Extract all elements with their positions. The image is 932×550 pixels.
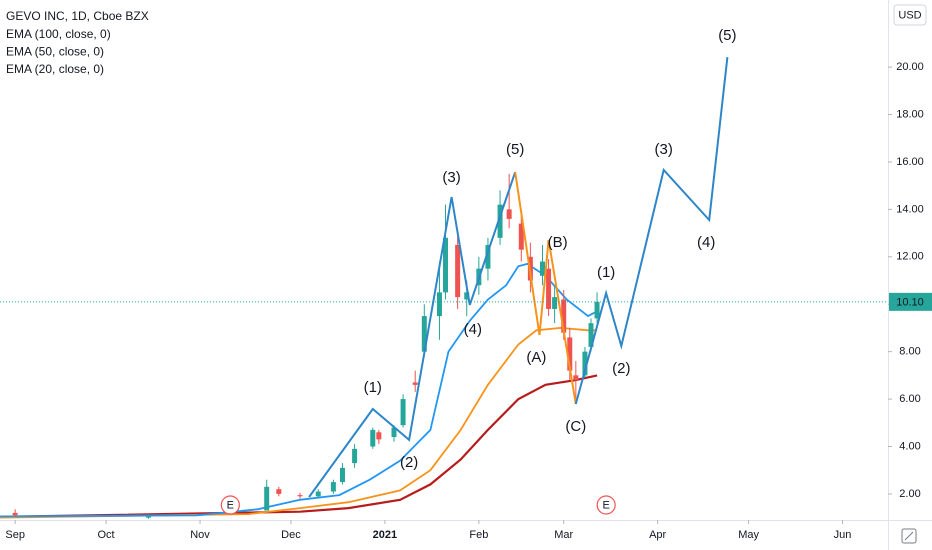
x-tick-label: Mar bbox=[554, 529, 573, 541]
earnings-marker bbox=[596, 495, 616, 515]
x-tick-label: Apr bbox=[649, 529, 666, 541]
legend-entry: EMA (50, close, 0) bbox=[6, 45, 104, 59]
x-tick-label: Feb bbox=[469, 529, 488, 541]
wave-label: (5) bbox=[506, 141, 524, 158]
candle-body bbox=[588, 323, 594, 347]
x-tick-label: 2021 bbox=[373, 529, 397, 541]
x-tick-label: Sep bbox=[5, 529, 25, 541]
plot-area: (1) (2) (3) (4) (5) (A) (B) (C) (1) (2) (3) (4) (5) E… bbox=[0, 27, 737, 519]
settings-icon[interactable] bbox=[901, 528, 917, 544]
candle-body bbox=[497, 204, 503, 238]
candle-body bbox=[436, 292, 442, 317]
chart-title: GEVO INC, 1D, Cboe BZX bbox=[6, 9, 149, 23]
wave-label: (C) bbox=[565, 418, 586, 435]
wave-label: (2) bbox=[400, 454, 418, 471]
candle-body bbox=[443, 237, 449, 293]
candle-body bbox=[146, 516, 152, 518]
earnings-marker bbox=[220, 495, 240, 515]
wave-label: (2) bbox=[612, 360, 630, 377]
wave-line bbox=[308, 171, 517, 498]
y-tick-label: 6.00 bbox=[899, 393, 920, 405]
candle-body bbox=[352, 448, 358, 464]
candle-body bbox=[421, 316, 427, 352]
candle-body bbox=[330, 482, 336, 492]
candle-body bbox=[276, 489, 282, 494]
candle-body bbox=[552, 297, 558, 309]
candle-body bbox=[376, 432, 382, 440]
earnings-label: E bbox=[227, 499, 234, 511]
candle-body bbox=[412, 382, 418, 385]
wave-label: (1) bbox=[364, 379, 382, 396]
candle-body bbox=[573, 375, 579, 381]
last-price-box bbox=[889, 292, 932, 311]
wave-label: (3) bbox=[655, 141, 673, 158]
candle-body bbox=[594, 301, 600, 319]
y-tick-label: 20.00 bbox=[896, 61, 924, 73]
candle-body bbox=[339, 467, 345, 483]
candle-body bbox=[391, 427, 397, 438]
candle-body bbox=[455, 244, 461, 298]
candle-body bbox=[506, 209, 512, 219]
candle-body bbox=[546, 268, 552, 309]
y-tick-label: 18.00 bbox=[896, 108, 924, 120]
wave-label: (A) bbox=[526, 349, 546, 366]
candle-body bbox=[297, 495, 303, 497]
y-tick-label: 8.00 bbox=[899, 346, 920, 358]
y-tick-label: 16.00 bbox=[896, 156, 924, 168]
wave-label: (4) bbox=[697, 234, 715, 251]
wave-label: (5) bbox=[718, 27, 736, 44]
candle-body bbox=[567, 337, 573, 371]
candle-body bbox=[370, 429, 376, 447]
candle-body bbox=[539, 261, 545, 276]
x-tick-label: Jun bbox=[834, 529, 852, 541]
wave-line bbox=[574, 56, 729, 405]
earnings-label: E bbox=[602, 499, 609, 511]
y-tick-label: 2.00 bbox=[899, 488, 920, 500]
candle-body bbox=[485, 244, 491, 269]
candle-body bbox=[12, 512, 18, 516]
candle-body bbox=[582, 351, 588, 376]
candle-body bbox=[315, 491, 321, 497]
settings-icon-box[interactable] bbox=[901, 528, 917, 544]
ema-line bbox=[0, 326, 598, 519]
y-tick-label: 12.00 bbox=[896, 251, 924, 263]
last-price-label: 10.10 bbox=[896, 296, 924, 308]
candle-body bbox=[400, 399, 406, 426]
candle-body bbox=[464, 292, 470, 300]
wave-label: (3) bbox=[442, 169, 460, 186]
x-tick-label: Oct bbox=[98, 529, 115, 541]
wave-label: (4) bbox=[464, 321, 482, 338]
wave-label: (B) bbox=[548, 234, 568, 251]
legend-entry: EMA (100, close, 0) bbox=[6, 27, 111, 41]
wave-line bbox=[514, 171, 577, 405]
legend-entry: EMA (20, close, 0) bbox=[6, 62, 104, 76]
x-tick-label: May bbox=[738, 529, 759, 541]
wave-label: (1) bbox=[597, 264, 615, 281]
settings-icon-line[interactable] bbox=[904, 531, 914, 541]
candle-body bbox=[561, 299, 567, 333]
candle-body bbox=[264, 486, 270, 511]
ema-line bbox=[0, 374, 598, 518]
currency-label[interactable]: USD bbox=[898, 9, 921, 21]
currency-box[interactable] bbox=[893, 4, 927, 26]
x-tick-label: Nov bbox=[190, 529, 210, 541]
candle-body bbox=[518, 223, 524, 250]
x-tick-label: Dec bbox=[281, 529, 301, 541]
y-tick-label: 14.00 bbox=[896, 203, 924, 215]
y-tick-label: 4.00 bbox=[899, 440, 920, 452]
